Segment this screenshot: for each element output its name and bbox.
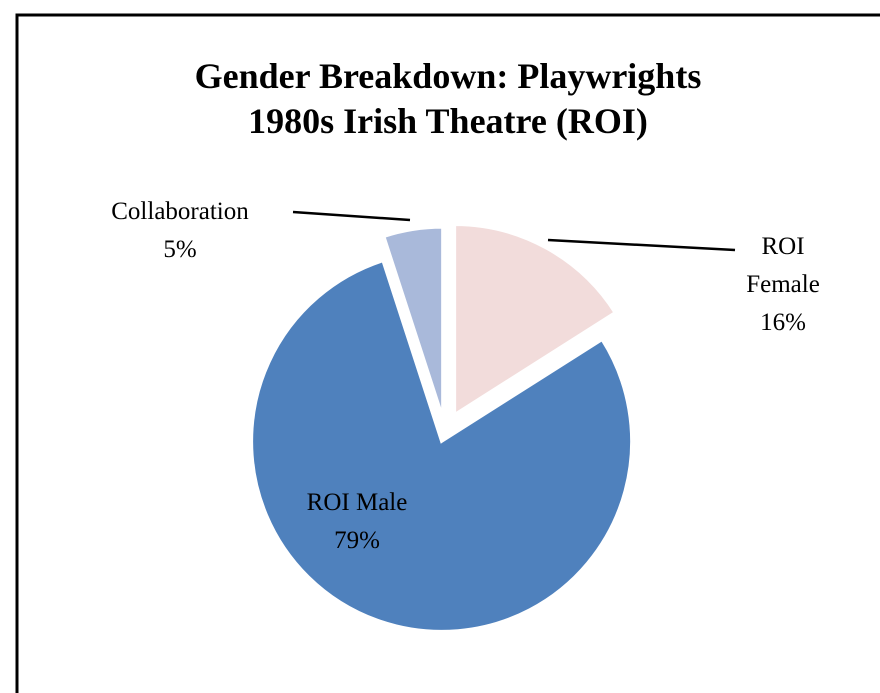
chart-title: Gender Breakdown: Playwrights xyxy=(195,56,702,96)
leader-line xyxy=(292,210,411,222)
slice-label: ROI Female xyxy=(746,233,820,298)
chart-title: 1980s Irish Theatre (ROI) xyxy=(248,101,648,141)
data-label: ROI Female 16% xyxy=(733,228,833,342)
pie-slice xyxy=(382,225,445,418)
slice-label: Collaboration xyxy=(111,198,249,225)
slice-label: ROI Male xyxy=(306,489,408,516)
slice-value-label: 5% xyxy=(163,236,197,263)
leader-line xyxy=(547,238,736,252)
pie-slice xyxy=(250,258,634,633)
data-label: Collaboration 5% xyxy=(80,193,280,269)
slice-value-label: 16% xyxy=(760,309,806,336)
pie xyxy=(250,222,634,633)
data-label: ROI Male 79% xyxy=(257,484,457,560)
pie-slice xyxy=(453,222,618,418)
slice-value-label: 79% xyxy=(334,527,380,554)
